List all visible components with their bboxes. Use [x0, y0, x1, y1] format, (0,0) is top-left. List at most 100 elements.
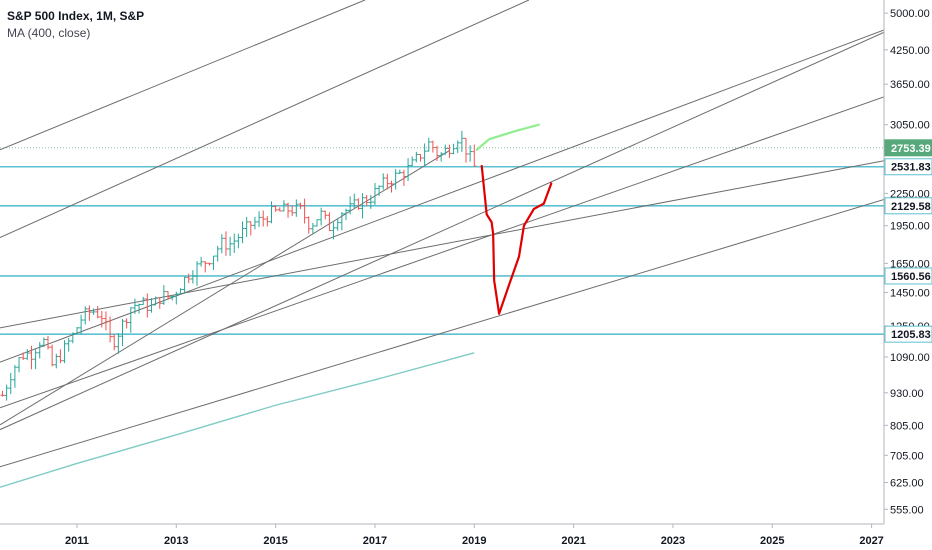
ohlc-bar [257, 211, 262, 228]
ohlc-bar [464, 137, 469, 163]
ohlc-bar [397, 169, 402, 175]
ohlc-bar [406, 158, 411, 182]
projected-decline-path [480, 164, 553, 315]
ohlc-bar [120, 319, 125, 347]
current-price-box [884, 139, 932, 157]
ohlc-bar [128, 307, 133, 333]
x-axis: 2011 2013 2015 2017 2019 2021 2023 2025 2027 [65, 524, 884, 547]
ohlc-bar [455, 140, 460, 154]
xtick-label: 2011 [65, 535, 89, 547]
support-levels [0, 165, 884, 335]
ohlc-bar [306, 216, 311, 234]
xtick-label: 2015 [263, 535, 287, 547]
ohlc-bar [149, 298, 154, 313]
ohlc-bar [377, 185, 382, 196]
ohlc-bar [393, 169, 398, 190]
ohlc-bar [132, 298, 137, 314]
trendline-7 [0, 198, 884, 468]
ohlc-bar [451, 143, 456, 155]
ohlc-bar [352, 193, 357, 208]
ohlc-bar [141, 296, 146, 306]
ohlc-bar [137, 303, 142, 314]
ohlc-bar [323, 210, 328, 220]
ohlc-bar [0, 390, 5, 397]
current-price-label: 2753.39 [891, 143, 931, 155]
trendline-1 [0, 0, 530, 239]
ohlc-bar [372, 183, 377, 205]
indicator-legend[interactable]: MA (400, close) [7, 26, 90, 40]
ohlc-bar [356, 198, 361, 210]
ohlc-bar [385, 173, 390, 190]
ohlc-bar [87, 305, 92, 321]
xtick-label: 2019 [462, 535, 486, 547]
ohlc-bar [199, 256, 204, 267]
ohlc-bar [459, 130, 464, 152]
ohlc-bar [368, 194, 373, 209]
ytick-label: 805.00 [890, 420, 924, 432]
ohlc-bar [103, 311, 108, 331]
ytick-label: 555.00 [890, 504, 924, 516]
ohlc-bar [315, 219, 320, 227]
ohlc-bar [468, 144, 473, 162]
level-price-box [884, 267, 932, 285]
ohlc-bar [207, 262, 212, 266]
ytick-label: 705.00 [890, 450, 924, 462]
ytick-label: 3650.00 [890, 79, 930, 91]
ohlc-bar [343, 208, 348, 221]
ohlc-bar [331, 222, 336, 240]
ohlc-bar [418, 153, 423, 162]
ohlc-bar [174, 291, 179, 305]
y-axis: 555.00625.00705.00805.00930.001090.00125… [884, 8, 930, 516]
ohlc-bar [203, 261, 208, 273]
ohlc-bar [79, 314, 84, 335]
ohlc-bar [281, 200, 286, 212]
ohlc-bar [186, 273, 191, 284]
ohlc-bar [219, 234, 224, 254]
xtick-label: 2021 [561, 535, 585, 547]
ohlc-bar [223, 231, 228, 256]
ohlc-bar [74, 327, 79, 334]
ytick-label: 625.00 [890, 477, 924, 489]
ohlc-bar [215, 245, 220, 262]
price-bars [0, 130, 884, 401]
ohlc-bar [50, 344, 55, 367]
ohlc-bar [252, 216, 257, 230]
ohlc-bar [310, 222, 315, 234]
ohlc-bar [290, 205, 295, 216]
ohlc-bar [12, 365, 17, 388]
ohlc-bar [95, 306, 100, 319]
ohlc-bar [153, 296, 158, 306]
ohlc-bar [261, 210, 266, 227]
ohlc-bar [166, 291, 171, 300]
ohlc-bar [62, 340, 67, 364]
ohlc-bar [422, 143, 427, 167]
ohlc-bar [389, 180, 394, 193]
ohlc-bar [54, 353, 59, 369]
time-axis-panel[interactable] [0, 524, 884, 550]
ohlc-bar [430, 140, 435, 153]
ohlc-bar [17, 357, 22, 373]
xtick-label: 2027 [859, 535, 883, 547]
ohlc-bar [443, 144, 448, 155]
drawn-annotations [475, 123, 553, 315]
ohlc-bar [447, 144, 452, 159]
trendline-3 [0, 96, 884, 409]
level-price-label: 1205.83 [891, 329, 931, 341]
ohlc-bar [348, 196, 353, 215]
ohlc-bar [265, 216, 270, 227]
ohlc-bar [66, 337, 71, 352]
ohlc-bar [108, 316, 113, 343]
ohlc-bar [41, 337, 46, 348]
xtick-label: 2023 [661, 535, 685, 547]
level-price-box [884, 325, 932, 343]
ohlc-bar [335, 218, 340, 231]
ohlc-bar [232, 233, 237, 253]
ohlc-bar [37, 342, 42, 359]
level-price-label: 1560.56 [891, 271, 931, 283]
ohlc-bar [25, 349, 30, 361]
ohlc-bar [327, 212, 332, 232]
ohlc-bar [83, 306, 88, 325]
ohlc-bar [360, 193, 365, 219]
ytick-label: 4250.00 [890, 45, 930, 57]
